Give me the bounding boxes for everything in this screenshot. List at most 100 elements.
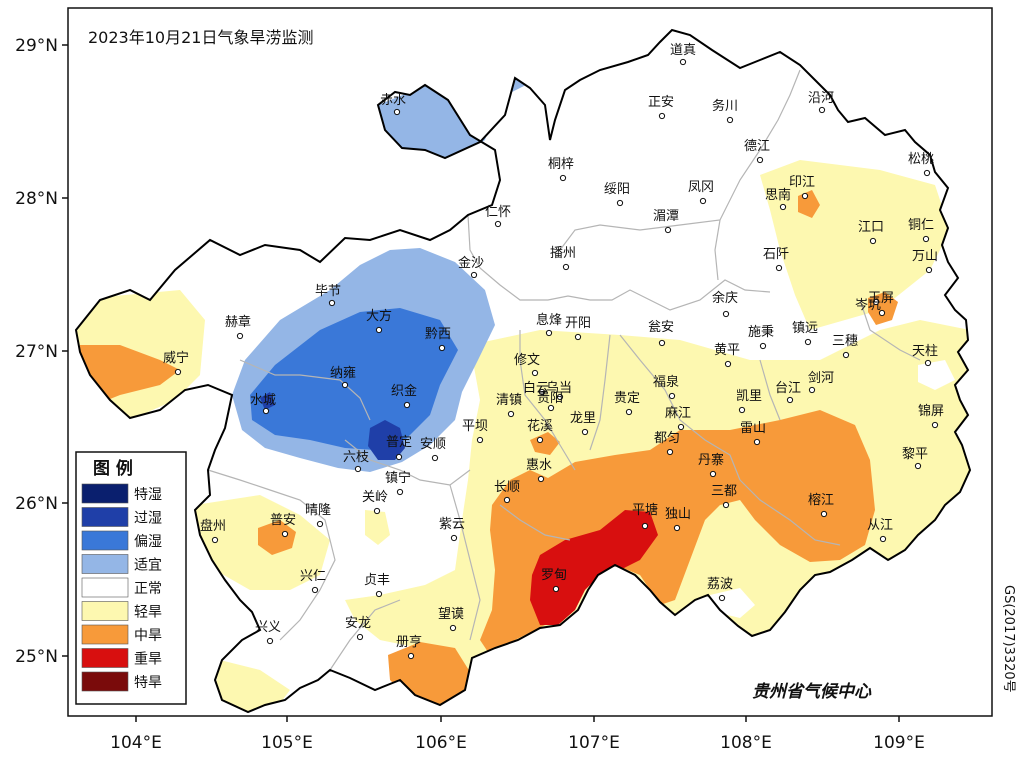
city-label: 贵阳: [537, 391, 563, 406]
city-label: 普安: [270, 513, 296, 528]
city-marker: [396, 488, 404, 496]
city-label: 福泉: [653, 374, 679, 390]
city-marker: [786, 396, 794, 404]
city-marker: [211, 536, 219, 544]
city-marker: [922, 235, 930, 243]
city-marker: [373, 507, 381, 515]
legend-label: 中旱: [134, 628, 162, 644]
city-label: 施秉: [748, 324, 774, 340]
city-marker: [616, 199, 624, 207]
city-label: 镇远: [792, 321, 818, 336]
legend-swatch: [81, 554, 129, 574]
city-marker: [779, 203, 787, 211]
city-label: 松桃: [908, 152, 934, 167]
city-marker: [641, 522, 649, 530]
city-marker: [664, 226, 672, 234]
city-marker: [924, 359, 932, 367]
city-label: 凯里: [736, 389, 762, 404]
city-marker: [341, 381, 349, 389]
legend-label: 特湿: [134, 487, 162, 503]
city-label: 黔西: [425, 327, 451, 342]
city-label: 水城: [250, 393, 276, 408]
city-label: 都匀: [654, 431, 680, 446]
city-label: 镇宁: [385, 470, 411, 486]
city-label: 贵定: [614, 391, 640, 406]
province-outline: [74, 28, 972, 714]
city-marker: [879, 535, 887, 543]
city-marker: [503, 496, 511, 504]
legend-swatch: [81, 624, 129, 645]
city-label: 赫章: [225, 314, 251, 330]
city-label: 兴义: [255, 620, 281, 635]
city-label: 玉屏: [868, 291, 894, 306]
city-label: 播州: [550, 246, 576, 261]
city-label: 开阳: [565, 316, 591, 331]
city-marker: [403, 401, 411, 409]
city-label: 龙里: [570, 411, 596, 426]
city-marker: [925, 266, 933, 274]
city-label: 赤水: [380, 93, 406, 108]
city-marker: [625, 408, 633, 416]
lat-label: 28°N: [15, 189, 58, 209]
county-boundaries: [207, 69, 921, 671]
city-label: 罗甸: [541, 568, 567, 583]
city-marker: [726, 116, 734, 124]
city-marker: [311, 586, 319, 594]
city-label: 普定: [386, 435, 412, 450]
city-label: 白云: [523, 380, 549, 396]
city-marker: [756, 156, 764, 164]
legend-label: 偏湿: [134, 534, 162, 550]
city-marker: [759, 342, 767, 350]
legend-swatch: [81, 507, 129, 527]
legend-swatch: [81, 483, 129, 504]
city-marker: [869, 237, 877, 245]
legend-label: 适宜: [134, 558, 162, 574]
lon-label: 105°E: [261, 733, 313, 753]
city-marker: [801, 192, 809, 200]
city-marker: [872, 298, 880, 306]
city-marker: [923, 169, 931, 177]
city-marker: [738, 406, 746, 414]
city-label: 独山: [665, 507, 691, 522]
city-marker: [494, 220, 502, 228]
city-marker: [356, 633, 364, 641]
city-label: 六枝: [343, 450, 369, 465]
city-marker: [722, 310, 730, 318]
city-marker: [574, 333, 582, 341]
city-marker: [328, 299, 336, 307]
lon-label: 106°E: [415, 733, 467, 753]
city-label: 江口: [858, 220, 884, 235]
city-label: 金沙: [458, 255, 484, 271]
city-marker: [658, 112, 666, 120]
city-label: 关岭: [362, 490, 388, 505]
lon-label: 108°E: [720, 733, 772, 753]
city-label: 雷山: [740, 421, 766, 436]
city-label: 安顺: [420, 437, 446, 452]
city-marker: [431, 454, 439, 462]
city-label: 锦屏: [918, 404, 944, 419]
map-title: 2023年10月21日气象旱涝监测: [88, 28, 313, 47]
city-label: 兴仁: [300, 569, 326, 584]
city-marker: [262, 407, 270, 415]
city-label: 瓮安: [648, 320, 674, 335]
city-marker: [709, 470, 717, 478]
city-label: 册亨: [396, 634, 422, 650]
city-label: 清镇: [496, 393, 522, 408]
city-label: 绥阳: [604, 182, 630, 197]
city-label: 麻江: [665, 406, 691, 421]
city-label: 天柱: [912, 344, 938, 359]
city-label: 道真: [670, 43, 696, 58]
city-label: 印江: [789, 175, 815, 190]
city-marker: [804, 338, 812, 346]
city-marker: [842, 351, 850, 359]
city-marker: [818, 106, 826, 114]
lon-label: 104°E: [110, 733, 162, 753]
city-label: 三都: [711, 484, 737, 499]
legend-swatch: [81, 577, 129, 598]
city-label: 贞丰: [364, 573, 390, 588]
city-label: 长顺: [494, 480, 520, 495]
city-label: 晴隆: [305, 503, 331, 518]
city-label: 惠水: [526, 458, 552, 473]
city-label: 余庆: [712, 290, 738, 306]
city-marker: [552, 585, 560, 593]
